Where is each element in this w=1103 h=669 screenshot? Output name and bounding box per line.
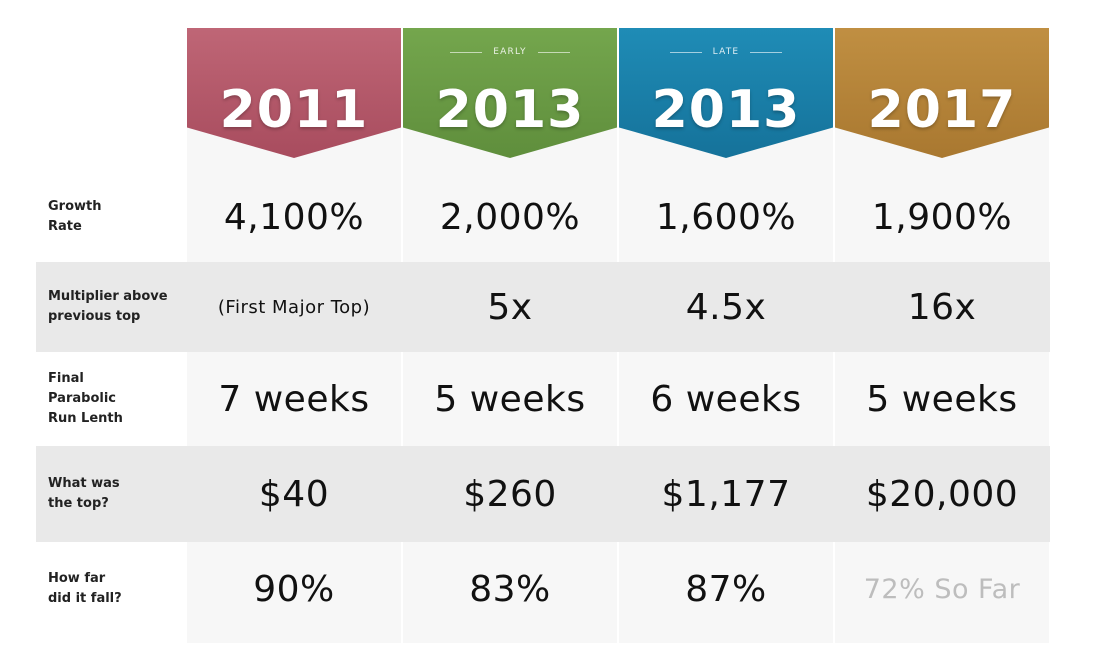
qualifier-rule-right xyxy=(750,51,783,53)
ribbon-year: 2013 xyxy=(435,80,585,140)
header-ribbon-4: 2017 xyxy=(835,28,1049,158)
row-band-multiplier xyxy=(36,262,1050,352)
row-label-text: What was the top? xyxy=(48,476,120,511)
cell-multiplier-2017: 16x xyxy=(907,286,977,328)
cell-top-2017: $20,000 xyxy=(865,473,1019,515)
cell-top-late-2013: $1,177 xyxy=(661,473,791,515)
cell-growth-late-2013: 1,600% xyxy=(655,196,797,238)
cell-multiplier-2011: (First Major Top) xyxy=(217,296,371,318)
cell-fall-early-2013: 83% xyxy=(469,568,551,610)
cell-top-early-2013: $260 xyxy=(463,473,557,515)
row-label-text: Final Parabolic Run Lenth xyxy=(48,371,123,426)
row-label-text: Growth Rate xyxy=(48,199,102,234)
cell-fall-late-2013: 87% xyxy=(685,568,767,610)
cell-multiplier-late-2013: 4.5x xyxy=(685,286,767,328)
ribbon-year: 2013 xyxy=(651,80,801,140)
header-ribbon-3: LATE 2013 xyxy=(619,28,833,158)
cell-run-late-2013: 6 weeks xyxy=(650,378,802,420)
row-band-top xyxy=(36,446,1050,542)
cell-fall-2011: 90% xyxy=(253,568,335,610)
ribbon-qualifier-text: LATE xyxy=(712,47,740,57)
row-label-text: Multiplier above previous top xyxy=(48,289,168,324)
qualifier-rule-left xyxy=(450,51,483,53)
ribbon-year: 2011 xyxy=(219,80,369,140)
ribbon-qualifier: EARLY xyxy=(403,47,617,57)
cell-growth-early-2013: 2,000% xyxy=(439,196,581,238)
cell-fall-2017: 72% So Far xyxy=(863,573,1021,605)
cell-top-2011: $40 xyxy=(258,473,330,515)
ribbon-year: 2017 xyxy=(867,80,1017,140)
cell-run-2011: 7 weeks xyxy=(218,378,370,420)
cell-multiplier-early-2013: 5x xyxy=(487,286,533,328)
row-label-fall: How far did it fall? xyxy=(48,542,183,636)
row-label-top: What was the top? xyxy=(48,446,183,542)
cell-growth-2017: 1,900% xyxy=(871,196,1013,238)
row-label-multiplier: Multiplier above previous top xyxy=(48,262,183,352)
ribbon-qualifier-text: EARLY xyxy=(493,47,527,57)
row-label-run-length: Final Parabolic Run Lenth xyxy=(48,352,183,446)
cell-run-2017: 5 weeks xyxy=(866,378,1018,420)
row-label-text: How far did it fall? xyxy=(48,571,122,606)
qualifier-rule-right xyxy=(537,51,570,53)
ribbon-qualifier: LATE xyxy=(619,47,833,57)
row-label-growth-rate: Growth Rate xyxy=(48,172,183,262)
header-ribbon-2: EARLY 2013 xyxy=(403,28,617,158)
cell-growth-2011: 4,100% xyxy=(223,196,365,238)
header-ribbon-1: 2011 xyxy=(187,28,401,158)
cell-run-early-2013: 5 weeks xyxy=(434,378,586,420)
qualifier-rule-left xyxy=(669,51,702,53)
